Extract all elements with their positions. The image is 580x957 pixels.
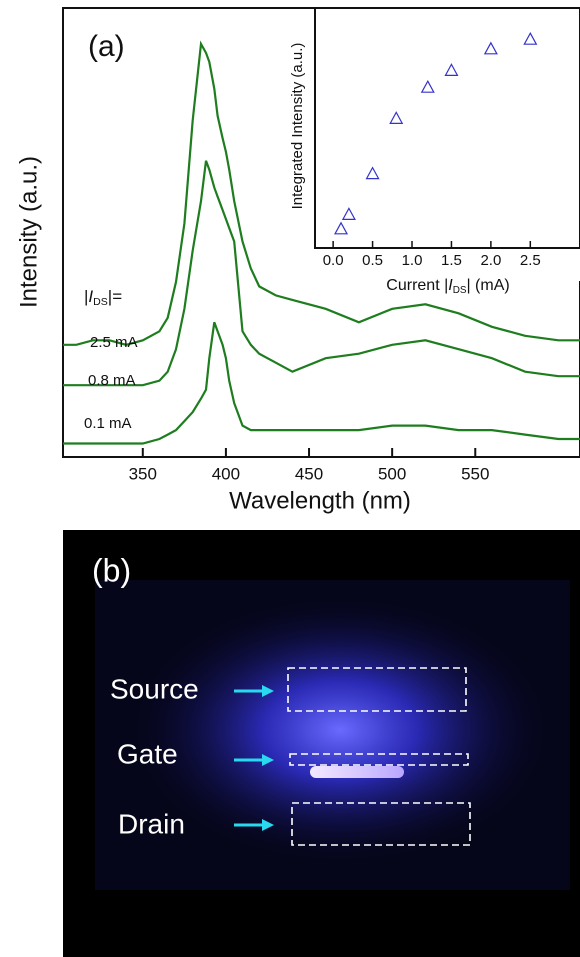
point	[334, 221, 349, 235]
label-part: |	[84, 287, 88, 306]
x-tick-label: 400	[212, 464, 240, 483]
emission	[310, 766, 404, 778]
x-axis-label: Current |IDS| (mA)	[386, 277, 509, 295]
panel-label: (a)	[88, 30, 125, 63]
x-tick-label: 2.5	[520, 252, 541, 269]
label-part: Current |	[386, 277, 448, 294]
series-label: 2.5 mA	[90, 334, 138, 351]
legend-title: |IDS|=	[84, 287, 122, 307]
y-axis-label: Integrated Intensity (a.u.)	[289, 43, 306, 210]
point	[444, 63, 459, 76]
source-label: Source	[110, 673, 199, 704]
panel-label: (b)	[92, 552, 131, 588]
spectrum	[63, 321, 580, 445]
inset-cover	[313, 249, 580, 281]
x-tick-label: 2.0	[480, 252, 501, 269]
x-tick-label: 1.0	[402, 252, 423, 269]
x-tick-label: 550	[461, 464, 489, 483]
series-label: 0.8 mA	[88, 372, 136, 389]
x-tick-label: 0.5	[362, 252, 383, 269]
label-part: DS	[93, 296, 108, 308]
point	[341, 207, 356, 220]
label-part: |=	[108, 287, 122, 306]
y-axis-label: Intensity (a.u.)	[15, 156, 42, 308]
gate-label: Gate	[117, 738, 178, 769]
label-part: DS	[453, 285, 467, 296]
x-axis-label: Wavelength (nm)	[229, 487, 411, 514]
point	[365, 166, 380, 180]
x-tick-label: 500	[378, 464, 406, 483]
label-part: I	[448, 277, 453, 294]
glow	[120, 590, 560, 870]
arrows	[234, 685, 274, 831]
x-tick-label: 0.0	[323, 252, 344, 269]
spectrum	[63, 160, 580, 387]
label-part: I	[88, 287, 93, 306]
inset-bg	[314, 7, 580, 249]
label-part: | (mA)	[466, 277, 509, 294]
spectrum	[63, 40, 580, 346]
point	[389, 111, 404, 124]
x-tick-label: 1.5	[441, 252, 462, 269]
x-tick-label: 350	[129, 464, 157, 483]
point	[420, 79, 435, 93]
point	[523, 31, 538, 45]
electrodes	[287, 667, 471, 846]
point	[483, 41, 498, 55]
drain-label: Drain	[118, 808, 185, 839]
series-label: 0.1 mA	[84, 415, 132, 432]
x-tick-label: 450	[295, 464, 323, 483]
